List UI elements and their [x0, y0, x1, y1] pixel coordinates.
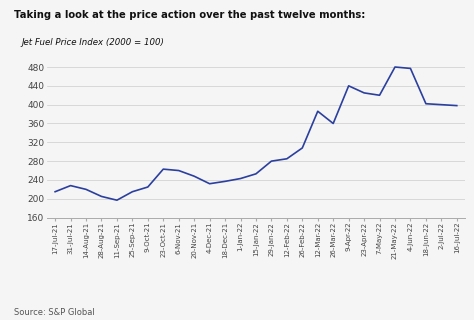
Text: Taking a look at the price action over the past twelve months:: Taking a look at the price action over t… [14, 10, 365, 20]
Text: Source: S&P Global: Source: S&P Global [14, 308, 95, 317]
Text: Jet Fuel Price Index (2000 = 100): Jet Fuel Price Index (2000 = 100) [21, 38, 164, 47]
